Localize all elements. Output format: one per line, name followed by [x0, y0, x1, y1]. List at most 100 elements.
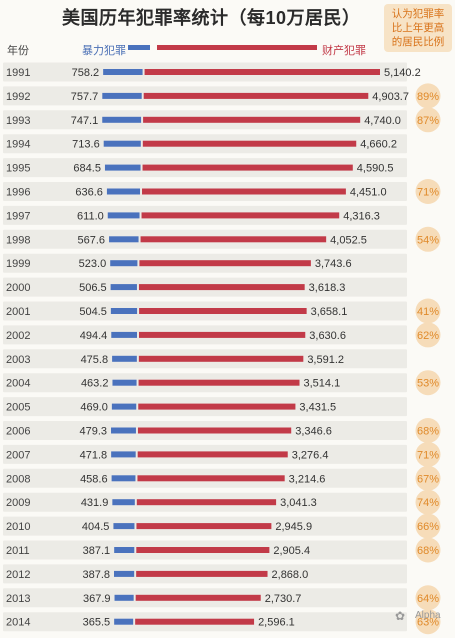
violent-bar [109, 236, 139, 243]
property-bar [141, 212, 340, 219]
violent-value-label: 479.3 [79, 426, 107, 438]
violent-value-label: 471.8 [80, 449, 108, 461]
property-value-label: 2,945.9 [275, 521, 312, 533]
year-label: 2005 [6, 402, 30, 414]
property-bar [138, 403, 296, 410]
violent-value-label: 684.5 [73, 163, 101, 175]
property-value-label: 3,431.5 [299, 402, 336, 414]
property-value-label: 2,730.7 [265, 593, 302, 605]
percent-bubble [415, 83, 441, 109]
property-value-label: 2,905.4 [273, 545, 310, 557]
violent-bar [110, 308, 138, 314]
property-bar [137, 451, 288, 458]
legend-violent-label: 暴力犯罪 [82, 45, 126, 57]
year-label: 1998 [6, 234, 30, 246]
note-line-3: 的居民比例 [391, 36, 445, 48]
property-value-label: 3,514.1 [304, 378, 341, 390]
violent-value-label: 523.0 [79, 258, 107, 270]
property-value-label: 2,868.0 [272, 569, 309, 581]
property-bar [138, 379, 300, 386]
violent-value-label: 387.8 [82, 569, 110, 581]
percent-bubble [415, 585, 441, 611]
violent-bar [110, 284, 137, 291]
year-label: 1993 [6, 115, 30, 127]
property-bar [144, 69, 380, 75]
year-label: 1996 [6, 187, 30, 199]
violent-value-label: 758.2 [72, 67, 100, 79]
violent-bar [111, 475, 136, 482]
violent-value-label: 367.9 [83, 593, 111, 605]
property-bar [136, 523, 272, 530]
legend-violent-swatch [128, 45, 150, 50]
violent-bar [111, 403, 137, 410]
violent-bar [112, 499, 135, 506]
year-label: 2000 [6, 282, 30, 294]
year-label: 2012 [6, 569, 30, 581]
year-label: 1992 [6, 91, 30, 103]
percent-label: 87% [417, 115, 439, 127]
percent-label: 68% [417, 426, 439, 438]
violent-value-label: 387.1 [83, 545, 111, 557]
year-label: 2003 [6, 354, 30, 366]
violent-bar [111, 451, 136, 458]
property-value-label: 4,052.5 [330, 234, 367, 246]
percent-bubble [415, 465, 441, 491]
percent-label: 67% [417, 473, 439, 485]
property-value-label: 4,316.3 [343, 210, 380, 222]
percent-label: 68% [417, 545, 439, 557]
percent-bubble [415, 226, 441, 252]
property-bar [139, 308, 307, 314]
percent-bubble [415, 322, 441, 348]
property-bar [136, 499, 277, 506]
year-label: 1997 [6, 210, 30, 222]
violent-value-label: 494.4 [80, 330, 108, 342]
violent-bar [112, 379, 137, 386]
watermark-text: Alpha [415, 610, 441, 621]
violent-bar [103, 69, 143, 75]
violent-value-label: 713.6 [72, 139, 100, 151]
property-bar [143, 116, 361, 123]
year-label: 2010 [6, 521, 30, 533]
property-bar [142, 188, 346, 195]
violent-bar [112, 355, 137, 362]
violent-bar [110, 260, 138, 267]
property-bar [142, 164, 353, 171]
property-bar [135, 594, 261, 601]
violent-value-label: 611.0 [77, 210, 104, 222]
property-value-label: 3,041.3 [280, 497, 317, 509]
percent-bubble [415, 609, 441, 635]
percent-bubble [415, 107, 441, 133]
percent-label: 64% [417, 593, 439, 605]
property-value-label: 2,596.1 [258, 617, 295, 629]
year-column-header: 年份 [7, 45, 29, 57]
year-label: 2004 [6, 378, 30, 390]
percent-label: 89% [417, 91, 439, 103]
property-bar [136, 547, 270, 553]
violent-value-label: 431.9 [81, 497, 109, 509]
property-bar [142, 140, 357, 147]
percent-label: 66% [417, 521, 439, 533]
property-bar [137, 475, 285, 482]
percent-label: 62% [417, 330, 439, 342]
violent-value-label: 636.6 [75, 187, 103, 199]
property-value-label: 4,740.0 [364, 115, 401, 127]
property-bar [140, 236, 327, 243]
violent-bar [106, 188, 141, 195]
violent-value-label: 506.5 [79, 282, 107, 294]
violent-value-label: 469.0 [80, 402, 108, 414]
property-value-label: 3,658.1 [311, 306, 348, 318]
year-label: 2001 [6, 306, 30, 318]
violent-bar [111, 331, 137, 338]
violent-bar [113, 523, 135, 530]
violent-value-label: 504.5 [79, 306, 107, 318]
property-bar [136, 570, 268, 577]
property-value-label: 5,140.2 [384, 67, 421, 79]
property-bar [135, 618, 255, 625]
property-value-label: 3,214.6 [289, 473, 326, 485]
violent-bar [107, 212, 140, 219]
violent-value-label: 458.6 [80, 473, 108, 485]
property-bar [139, 260, 311, 267]
note-line-2: 比上年更高 [391, 22, 445, 34]
violent-bar [114, 618, 134, 625]
